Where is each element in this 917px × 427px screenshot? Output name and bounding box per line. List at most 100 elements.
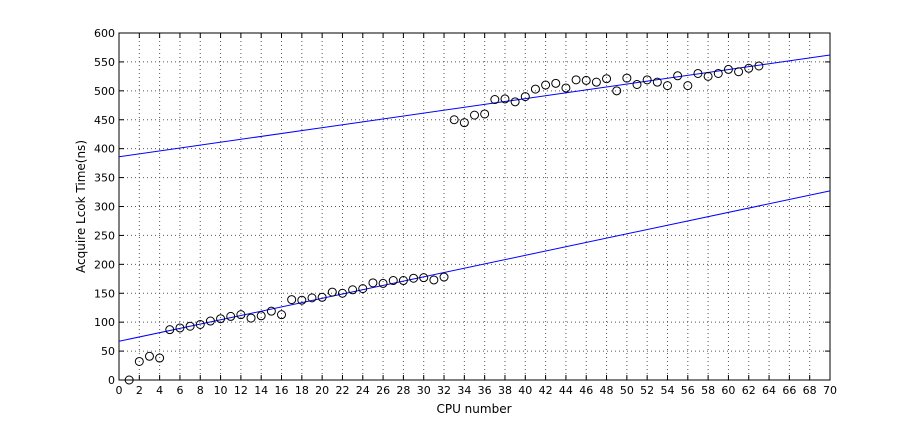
data-point [734,67,744,77]
data-point [144,351,154,361]
data-point [449,115,459,125]
data-point [317,292,327,302]
y-axis-label: Acquire Lcok Time(ns) [74,140,88,273]
x-tick-label: 18 [295,384,309,397]
y-tick-label: 350 [94,172,115,185]
data-point [378,278,388,288]
data-point [500,94,510,104]
data-point [470,110,479,120]
y-tick-label: 400 [94,143,115,156]
x-tick-label: 2 [136,384,143,397]
y-tick-label: 0 [108,374,115,387]
data-point [195,319,205,329]
x-tick-label: 34 [457,384,471,397]
data-point [124,375,134,385]
x-tick-label: 54 [660,384,674,397]
data-point [388,276,398,286]
x-tick-label: 20 [315,384,329,397]
x-tick-label: 70 [823,384,837,397]
y-axis-ticks: 0 50 100 150 200 250 300 350 400 450 500 550 600 [94,27,830,387]
data-point [754,61,764,71]
data-point [429,275,439,285]
data-point [175,323,185,333]
data-point [398,276,408,286]
x-tick-label: 44 [559,384,573,397]
y-tick-label: 300 [94,201,115,214]
x-tick-label: 38 [498,384,512,397]
data-point [551,78,561,88]
x-tick-label: 46 [579,384,593,397]
data-point [673,71,683,81]
data-point [165,325,175,335]
data-point [642,75,652,85]
x-tick-label: 56 [681,384,695,397]
y-tick-label: 550 [94,56,115,69]
data-point [236,310,246,320]
data-point [683,81,693,91]
data-point [561,83,571,93]
grid-lines [119,33,830,380]
x-tick-label: 36 [478,384,492,397]
data-point [256,311,266,321]
data-point [348,285,358,295]
y-tick-label: 150 [94,287,115,300]
data-point [216,314,226,324]
y-tick-label: 200 [94,258,115,271]
x-tick-label: 32 [437,384,451,397]
x-tick-label: 58 [701,384,715,397]
data-point [652,77,662,87]
data-point [358,284,368,294]
data-point [530,84,540,94]
data-point [713,68,723,78]
x-tick-label: 30 [417,384,431,397]
x-axis-label: CPU number [436,402,511,416]
data-point [510,97,520,107]
data-point [591,77,601,87]
data-point [622,73,632,83]
data-point [368,278,378,288]
y-tick-label: 100 [94,316,115,329]
data-point [632,79,642,89]
data-point [226,311,236,321]
y-tick-label: 600 [94,27,115,40]
data-point [246,313,256,323]
x-tick-label: 4 [156,384,163,397]
x-axis-ticks: 0 2 4 6 8 10 12 14 16 18 20 22 24 26 28 30 32 34 36 38 40 42 4… [116,33,837,397]
data-point [409,273,419,283]
y-tick-label: 250 [94,229,115,242]
x-tick-label: 68 [803,384,817,397]
x-tick-label: 12 [234,384,248,397]
x-tick-label: 50 [620,384,634,397]
data-point [205,316,215,326]
x-tick-label: 28 [396,384,410,397]
data-point [571,75,581,85]
x-tick-label: 26 [376,384,390,397]
data-point [541,80,551,90]
data-point [297,295,307,305]
x-tick-label: 52 [640,384,654,397]
x-tick-label: 0 [116,384,123,397]
data-point [419,273,429,283]
x-tick-label: 14 [254,384,268,397]
x-tick-label: 22 [335,384,349,397]
data-point [693,68,703,78]
data-point [266,306,276,316]
data-point [134,356,144,366]
data-point [327,287,337,297]
data-point [490,95,500,105]
x-tick-label: 8 [197,384,204,397]
data-point [602,74,612,84]
data-point [287,295,297,305]
x-tick-label: 48 [600,384,614,397]
x-tick-label: 24 [356,384,370,397]
data-point [744,63,754,73]
x-tick-label: 42 [539,384,553,397]
data-point [662,81,672,91]
data-point [520,92,530,102]
data-point [155,353,165,363]
y-tick-label: 500 [94,85,115,98]
data-points [124,61,764,385]
data-point [612,86,622,96]
x-tick-label: 16 [275,384,289,397]
